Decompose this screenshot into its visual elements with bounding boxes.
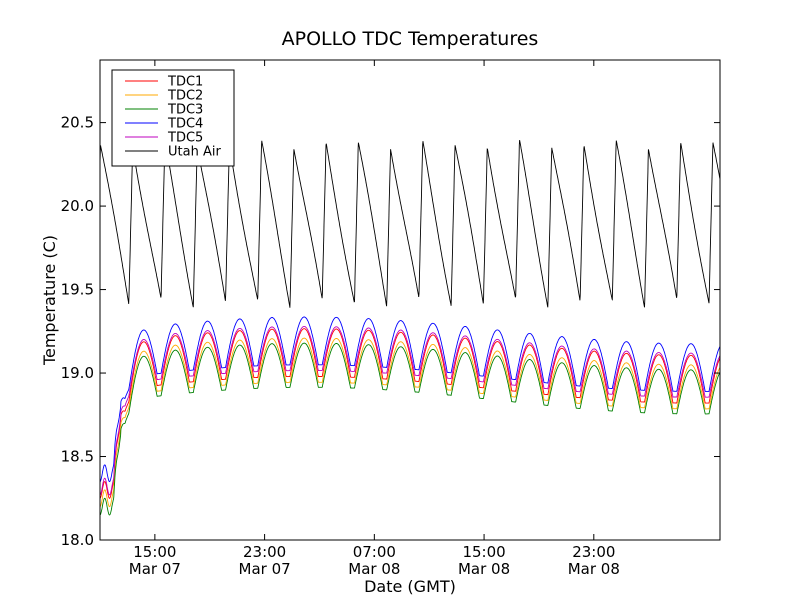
x-tick-date-label: Mar 08	[348, 560, 400, 578]
y-tick-label: 19.0	[61, 364, 94, 382]
x-tick-time-label: 23:00	[243, 543, 286, 561]
y-axis-label: Temperature (C)	[40, 235, 59, 366]
x-tick-time-label: 23:00	[572, 543, 615, 561]
x-tick-time-label: 07:00	[353, 543, 396, 561]
series-line-tdc4	[100, 316, 720, 483]
chart-title: APOLLO TDC Temperatures	[282, 28, 539, 50]
series-line-utah-air	[100, 140, 720, 308]
legend-label: TDC4	[167, 117, 203, 132]
series-line-tdc2	[100, 337, 720, 508]
series-line-tdc1	[100, 328, 720, 499]
legend-label: TDC2	[167, 89, 203, 104]
legend-label: TDC1	[167, 75, 203, 90]
legend-label: Utah Air	[168, 145, 221, 160]
x-tick-date-label: Mar 07	[129, 560, 181, 578]
legend-label: TDC5	[167, 131, 203, 146]
y-tick-label: 18.0	[61, 531, 94, 549]
x-tick-time-label: 15:00	[462, 543, 505, 561]
y-tick-label: 20.0	[61, 197, 94, 215]
series-layer	[100, 140, 720, 516]
legend-box	[111, 69, 235, 167]
y-tick-label: 19.5	[61, 281, 94, 299]
x-tick-date-label: Mar 08	[458, 560, 510, 578]
plot-frame	[99, 59, 721, 541]
x-axis-label: Date (GMT)	[364, 577, 456, 596]
legend-label: TDC3	[167, 103, 203, 118]
series-line-tdc5	[100, 325, 720, 496]
x-tick-date-label: Mar 07	[239, 560, 291, 578]
series-line-tdc3	[100, 342, 720, 516]
x-tick-date-label: Mar 08	[568, 560, 620, 578]
y-tick-label: 20.5	[61, 114, 94, 132]
x-tick-time-label: 15:00	[133, 543, 176, 561]
y-tick-label: 18.5	[61, 448, 94, 466]
